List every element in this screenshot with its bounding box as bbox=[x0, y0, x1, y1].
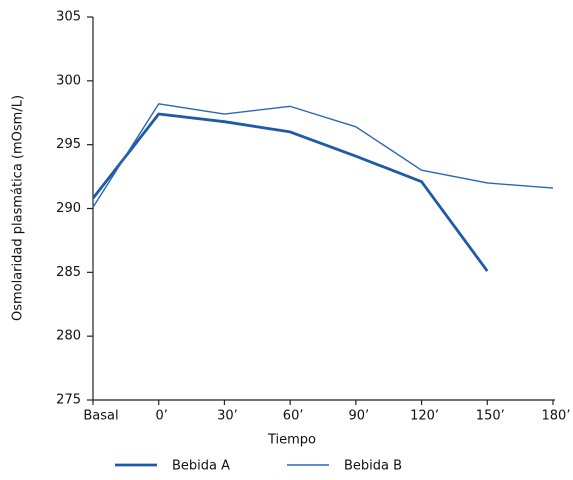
legend-label: Bebida A bbox=[172, 459, 230, 474]
legend-label: Bebida B bbox=[344, 459, 402, 474]
x-tick-label: 30’ bbox=[217, 409, 238, 424]
x-tick-label: Basal bbox=[83, 409, 118, 424]
y-tick-label: 275 bbox=[56, 393, 81, 408]
y-tick-label: 290 bbox=[56, 201, 81, 216]
x-tick-label: 150’ bbox=[476, 409, 505, 424]
y-tick-label: 280 bbox=[56, 329, 81, 344]
x-tick-label: 120’ bbox=[410, 409, 439, 424]
series-line bbox=[91, 112, 489, 272]
series-line bbox=[92, 103, 554, 208]
x-tick-label: 90’ bbox=[349, 409, 370, 424]
y-axis-label: Osmolaridad plasmática (mOsm/L) bbox=[11, 95, 26, 321]
x-tick-label: 0’ bbox=[156, 409, 168, 424]
y-tick-label: 285 bbox=[56, 265, 81, 280]
y-tick-label: 300 bbox=[56, 73, 81, 88]
y-tick-label: 295 bbox=[56, 137, 81, 152]
x-tick-label: 60’ bbox=[283, 409, 304, 424]
x-tick-label: 180’ bbox=[542, 409, 571, 424]
x-axis-label: Tiempo bbox=[267, 433, 316, 448]
y-tick-label: 305 bbox=[56, 10, 81, 25]
